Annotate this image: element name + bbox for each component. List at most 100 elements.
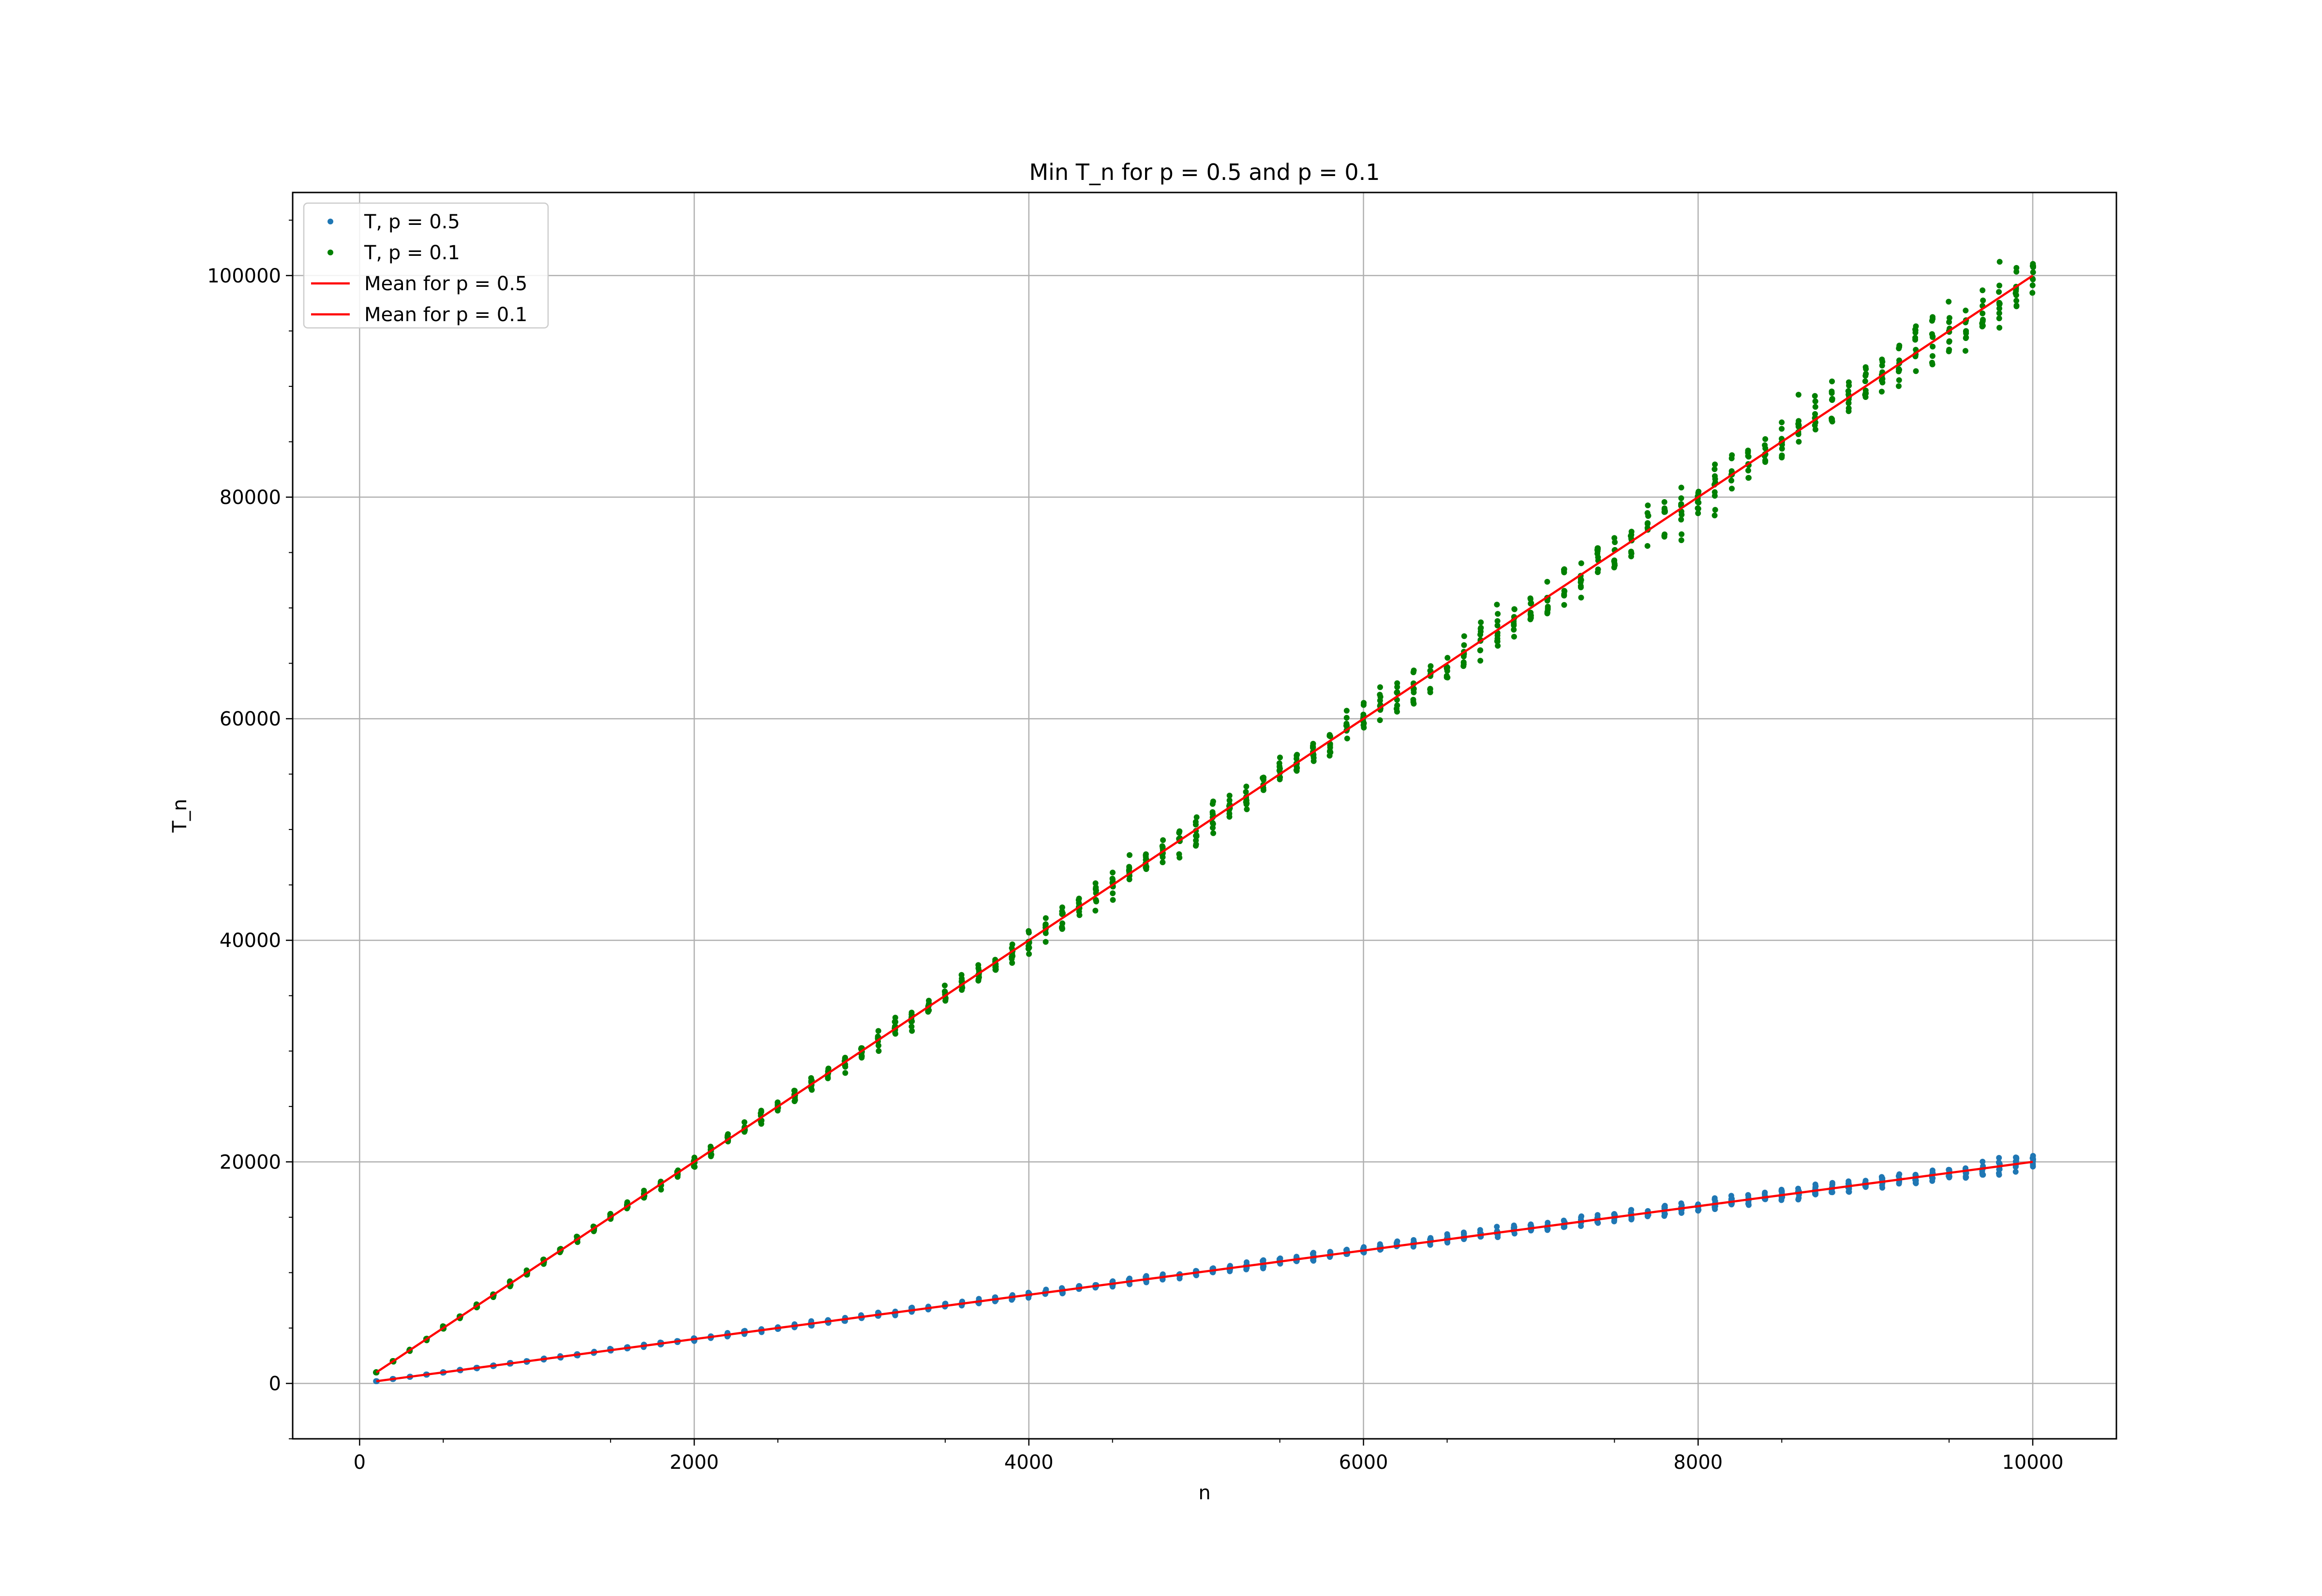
data-point — [1913, 1180, 1919, 1186]
data-point — [1343, 708, 1350, 714]
data-point — [1678, 485, 1684, 491]
data-point — [2029, 290, 2036, 296]
data-point — [1878, 377, 1885, 384]
data-point — [1093, 886, 1099, 892]
data-point — [1963, 308, 1969, 314]
data-point — [1661, 499, 1667, 505]
data-point — [1075, 897, 1082, 903]
data-point — [1160, 854, 1166, 860]
data-point — [1444, 1239, 1450, 1245]
data-point — [1879, 359, 1886, 365]
data-point — [1026, 928, 1032, 934]
x-tick-label: 2000 — [670, 1451, 719, 1474]
x-tick-label: 4000 — [1004, 1451, 1054, 1474]
data-point — [1411, 701, 1417, 707]
data-point — [892, 1031, 898, 1037]
data-point — [1578, 577, 1584, 583]
data-point — [1678, 1200, 1684, 1206]
data-point — [1995, 1159, 2002, 1166]
data-point — [1980, 1172, 1986, 1178]
data-point — [1896, 1181, 1902, 1187]
data-point — [1578, 583, 1584, 589]
data-point — [1126, 876, 1132, 883]
data-point — [1913, 368, 1919, 374]
data-point — [1678, 495, 1684, 502]
data-point — [1110, 876, 1116, 883]
data-point — [1411, 689, 1417, 695]
data-point — [1996, 282, 2003, 289]
data-point — [1946, 1174, 1952, 1181]
data-point — [1093, 897, 1099, 903]
data-point — [1243, 783, 1250, 790]
data-point — [1712, 489, 1718, 495]
data-point — [1796, 439, 1802, 445]
data-point — [725, 1131, 731, 1138]
data-point — [1896, 377, 1902, 383]
x-axis-label: n — [1198, 1482, 1210, 1504]
data-point — [1628, 529, 1635, 535]
data-point — [1728, 477, 1735, 484]
legend: T, p = 0.5 T, p = 0.1 Mean for p = 0.5 Mean… — [303, 202, 549, 329]
data-point — [1695, 510, 1701, 517]
data-point — [1276, 764, 1282, 770]
data-point — [1678, 537, 1684, 544]
x-tick-label: 0 — [354, 1451, 366, 1474]
data-point — [1762, 445, 1769, 452]
y-tick-label: 20000 — [220, 1151, 281, 1173]
data-point — [1862, 378, 1868, 384]
data-point — [1377, 684, 1383, 690]
data-point — [1611, 535, 1618, 541]
data-point — [1076, 912, 1083, 918]
data-point — [1962, 348, 1968, 354]
data-point — [758, 1108, 764, 1115]
data-point — [1511, 634, 1517, 640]
y-axis-label: T_n — [169, 799, 191, 833]
data-point — [1679, 512, 1685, 518]
data-point — [1344, 735, 1350, 741]
data-point — [1193, 814, 1200, 820]
data-point — [1661, 1210, 1667, 1216]
data-point — [1110, 890, 1116, 897]
data-point — [1360, 722, 1367, 728]
data-point — [1460, 653, 1467, 660]
data-point — [1778, 1188, 1785, 1194]
data-point — [1394, 680, 1400, 686]
data-point — [1042, 921, 1049, 928]
data-point — [2013, 297, 2020, 304]
data-point — [941, 982, 948, 989]
axes-frame — [292, 192, 2117, 1440]
x-tick-label: 10000 — [2002, 1451, 2063, 1474]
data-point — [1527, 596, 1533, 602]
data-point — [975, 962, 982, 968]
data-point — [1662, 1203, 1668, 1209]
data-point — [1695, 490, 1701, 496]
data-point — [1009, 960, 1015, 966]
data-point — [958, 972, 965, 978]
data-point — [1863, 366, 1869, 372]
data-point — [741, 1119, 747, 1125]
legend-marker — [327, 250, 333, 255]
data-point — [1996, 300, 2002, 306]
data-point — [1929, 353, 1935, 359]
data-point — [1226, 792, 1233, 798]
legend-label: T, p = 0.1 — [364, 242, 460, 264]
data-point — [1812, 393, 1818, 399]
data-point — [1126, 867, 1132, 873]
data-point — [1009, 953, 1015, 960]
data-point — [1226, 811, 1233, 817]
data-point — [1812, 404, 1818, 410]
data-point — [1059, 911, 1065, 917]
data-point — [1628, 533, 1634, 539]
data-point — [1494, 618, 1501, 624]
ticks: 0 2000 4000 6000 8000 10000020000400006000080… — [207, 220, 2064, 1474]
data-point — [1996, 325, 2003, 331]
data-point — [1561, 602, 1567, 608]
data-point — [1042, 915, 1049, 921]
data-point — [1444, 664, 1450, 670]
data-point — [842, 1054, 848, 1061]
data-point — [1428, 663, 1434, 669]
data-point — [1394, 709, 1400, 715]
data-point — [1729, 452, 1735, 458]
data-point — [2013, 268, 2020, 275]
